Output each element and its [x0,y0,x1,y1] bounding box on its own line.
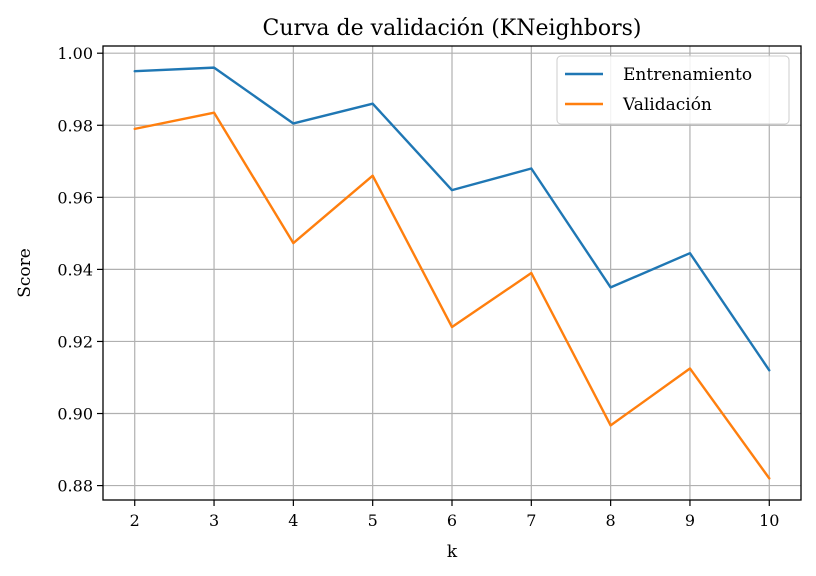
x-tick-label: 6 [447,511,457,530]
legend-label-entrenamiento: Entrenamiento [623,65,752,85]
y-tick-label: 0.90 [57,405,93,424]
x-tick-label: 5 [368,511,378,530]
series-lines [133,66,771,480]
y-tick-label: 0.98 [57,116,93,135]
y-tick-label: 0.92 [57,332,93,351]
x-tick-label: 2 [130,511,140,530]
y-tick-label: 0.96 [57,188,93,207]
y-tick-label: 0.94 [57,260,93,279]
x-axis-label: k [447,542,458,562]
x-tick-label: 7 [526,511,536,530]
x-tick-label: 3 [209,511,219,530]
x-tick-label: 10 [759,511,779,530]
x-tick-label: 8 [606,511,616,530]
legend-box [556,55,790,125]
x-axis: 2 3 4 5 6 7 8 9 10 [130,500,779,530]
y-axis-label: Score [15,248,35,298]
chart-title: Curva de validación (KNeighbors) [262,16,641,41]
y-tick-label: 1.00 [57,44,93,63]
legend-label-validacion: Validación [622,95,712,115]
x-tick-label: 4 [288,511,298,530]
legend: Entrenamiento Validación [556,55,790,125]
y-tick-label: 0.88 [57,477,93,496]
y-axis: 0.88 0.90 0.92 0.94 0.96 0.98 1.00 [57,44,103,496]
x-tick-label: 9 [685,511,695,530]
